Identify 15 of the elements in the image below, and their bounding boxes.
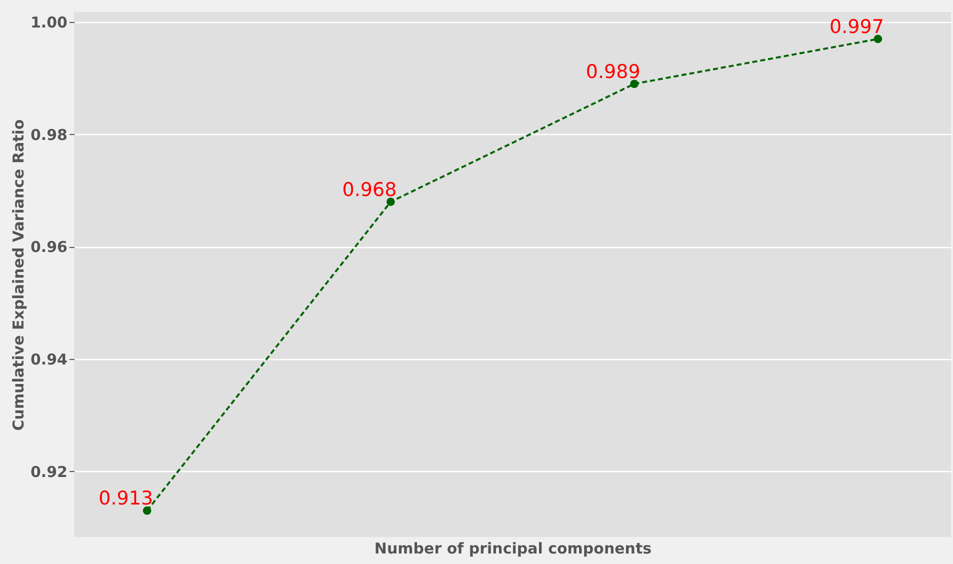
point (142, 506, 152, 515)
point (874, 34, 882, 44)
y-tick-label: 0.92 (30, 462, 68, 481)
y-tick-label: 0.96 (30, 238, 68, 256)
y-tick-label: 0.98 (30, 126, 68, 144)
data-label: 0.968 (342, 178, 397, 201)
data-label: 0.989 (586, 60, 640, 83)
y-tick-label: 1.00 (30, 14, 68, 32)
y-axis-title: Cumulative Explained Variance Ratio (9, 119, 28, 431)
point (630, 80, 638, 88)
data-label: 0.997 (830, 16, 884, 38)
point (386, 198, 395, 206)
x-axis-title: Number of principal components (374, 540, 652, 558)
y-tick-label: 0.94 (30, 350, 68, 369)
data-label: 0.913 (98, 488, 154, 510)
